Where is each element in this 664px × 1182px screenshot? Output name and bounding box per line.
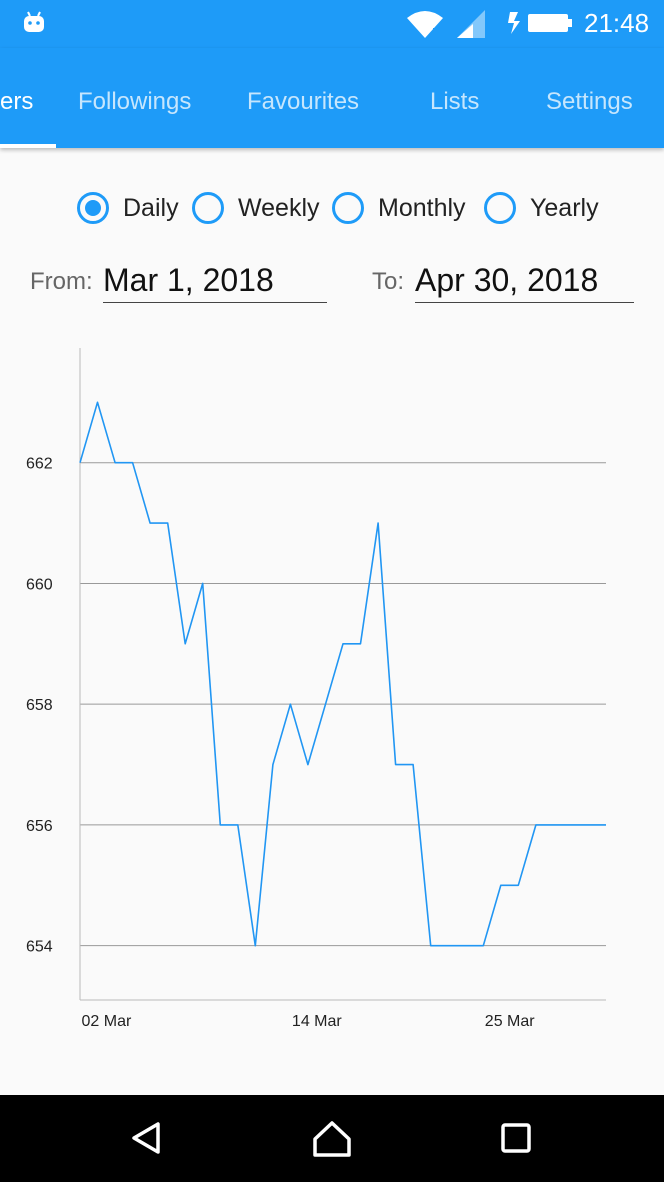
radio-monthly[interactable]: Monthly <box>332 188 466 228</box>
radio-weekly[interactable]: Weekly <box>192 188 320 228</box>
tab-settings[interactable]: Settings <box>546 88 633 115</box>
y-tick-label: 656 <box>26 818 53 835</box>
android-icon <box>24 11 44 32</box>
y-tick-label: 662 <box>26 456 53 473</box>
radio-monthly-circle[interactable] <box>332 192 364 224</box>
radio-monthly-label: Monthly <box>378 193 466 222</box>
tab-followers[interactable]: ers <box>0 88 34 115</box>
to-label: To: <box>372 268 405 295</box>
clock: 21:48 <box>584 8 650 38</box>
tab-bar: ers Followings Favourites Lists Settings <box>0 48 664 148</box>
radio-yearly-label: Yearly <box>530 193 599 222</box>
from-label: From: <box>30 268 93 295</box>
from-date-value: Mar 1, 2018 <box>103 262 274 298</box>
to-date-value: Apr 30, 2018 <box>415 262 599 298</box>
radio-weekly-circle[interactable] <box>192 192 224 224</box>
radio-daily-label: Daily <box>123 193 179 222</box>
radio-yearly[interactable]: Yearly <box>484 188 599 228</box>
navigation-bar <box>0 1095 664 1182</box>
series-line <box>79 401 606 947</box>
y-tick-label: 660 <box>26 576 53 593</box>
radio-yearly-circle[interactable] <box>484 192 516 224</box>
y-tick-label: 658 <box>26 697 53 714</box>
wifi-icon <box>407 11 443 38</box>
y-tick-label: 654 <box>26 939 53 956</box>
x-tick-label: 14 Mar <box>292 1013 342 1030</box>
radio-weekly-label: Weekly <box>238 193 320 222</box>
radio-daily[interactable]: Daily <box>77 188 179 228</box>
home-icon[interactable] <box>307 1113 357 1163</box>
x-tick-label: 02 Mar <box>82 1013 132 1030</box>
battery-icon <box>508 12 572 34</box>
tab-lists[interactable]: Lists <box>430 88 480 115</box>
status-bar: 21:48 <box>0 0 664 48</box>
from-date-field[interactable]: Mar 1, 2018 <box>103 258 327 303</box>
charging-icon <box>508 12 520 34</box>
tab-favourites[interactable]: Favourites <box>247 88 360 115</box>
to-date-field[interactable]: Apr 30, 2018 <box>415 258 634 303</box>
recents-icon[interactable] <box>491 1113 541 1163</box>
back-icon[interactable] <box>122 1113 172 1163</box>
radio-daily-circle[interactable] <box>77 192 109 224</box>
tab-indicator <box>0 144 56 148</box>
signal-icon <box>457 10 485 38</box>
line-chart: 654 656 658 660 662 02 Mar 14 Mar 25 Mar <box>26 348 606 1030</box>
tab-followings[interactable]: Followings <box>78 88 192 115</box>
x-tick-label: 25 Mar <box>485 1013 535 1030</box>
